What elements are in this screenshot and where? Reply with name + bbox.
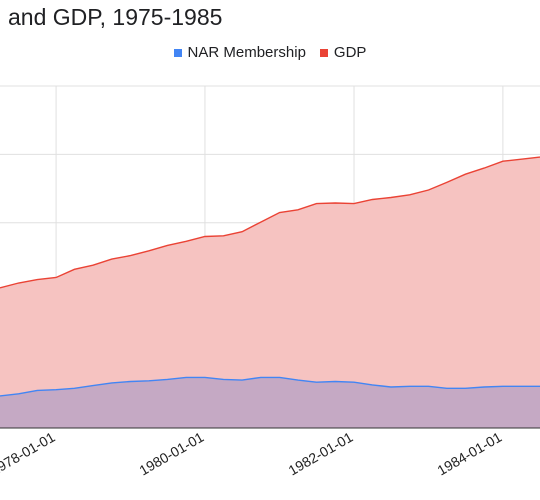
line-layer — [0, 156, 540, 397]
legend-swatch-gdp — [319, 48, 328, 57]
legend-label-nar-membership: NAR Membership — [187, 44, 306, 61]
x-tick-label: 1982-01-01 — [285, 429, 355, 479]
series-line-gdp — [0, 156, 540, 289]
legend-item-gdp[interactable]: GDP — [319, 44, 367, 61]
legend: NAR Membership GDP — [0, 44, 540, 61]
axis-layer: 1978-01-01 1980-01-01 1982-01-01 1984-01-01 — [0, 427, 540, 479]
area-layer — [0, 157, 540, 428]
series-line-nar-membership — [0, 376, 540, 397]
x-tick-label: 1980-01-01 — [136, 429, 206, 479]
x-tick-label: 1978-01-01 — [0, 429, 58, 479]
chart-title: and GDP, 1975-1985 — [8, 4, 223, 30]
legend-label-gdp: GDP — [333, 44, 367, 61]
legend-item-nar-membership[interactable]: NAR Membership — [173, 44, 306, 61]
legend-swatch-nar-membership — [173, 48, 182, 57]
area-nar-membership — [0, 377, 540, 428]
area-gdp — [0, 157, 540, 428]
x-tick-label: 1984-01-01 — [434, 429, 504, 479]
